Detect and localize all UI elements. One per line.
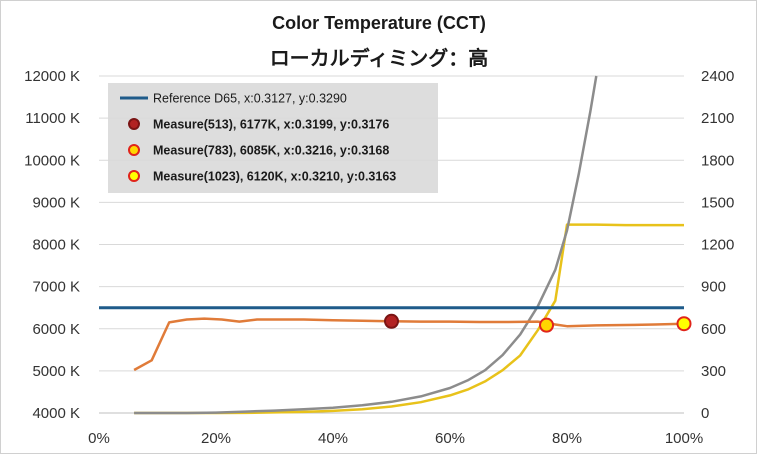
legend-label: Reference D65, x:0.3127, y:0.3290	[153, 92, 347, 106]
y-left-tick-label: 11000 K	[25, 110, 80, 127]
y-left-tick-label: 7000 K	[32, 279, 80, 296]
y-right-tick-label: 900	[701, 279, 726, 296]
y-right-tick-label: 300	[701, 363, 726, 380]
y-right-tick-label: 0	[701, 405, 709, 422]
measure-marker	[384, 313, 399, 329]
legend-box	[108, 83, 438, 193]
series-line-1	[133, 317, 685, 372]
x-tick-label: 80%	[552, 430, 582, 447]
y-left-tick-label: 4000 K	[32, 405, 80, 422]
y-left-tick-label: 6000 K	[32, 321, 80, 338]
y-left-tick-label: 12000 K	[24, 68, 80, 85]
x-tick-label: 20%	[201, 430, 231, 447]
x-tick-label: 60%	[435, 430, 465, 447]
y-right-tick-label: 2400	[701, 68, 734, 85]
legend-dot-swatch	[128, 170, 140, 182]
x-tick-label: 0%	[88, 430, 110, 447]
y-left-tick-label: 9000 K	[32, 194, 80, 211]
legend-label: Measure(1023), 6120K, x:0.3210, y:0.3163	[153, 170, 396, 184]
y-left-tick-label: 8000 K	[32, 237, 80, 254]
x-tick-label: 40%	[318, 430, 348, 447]
y-right-tick-label: 1200	[701, 237, 734, 254]
measure-marker	[539, 317, 555, 333]
legend-label: Measure(783), 6085K, x:0.3216, y:0.3168	[153, 144, 389, 158]
y-left-tick-label: 10000 K	[24, 152, 80, 169]
chart-title: Color Temperature (CCT)	[272, 13, 486, 33]
y-right-tick-label: 1800	[701, 152, 734, 169]
measure-marker	[676, 316, 692, 332]
legend-dot-swatch	[128, 118, 140, 130]
y-right-tick-label: 600	[701, 321, 726, 338]
y-right-tick-label: 1500	[701, 194, 734, 211]
markers-layer	[384, 313, 692, 333]
series-line-3	[134, 75, 598, 415]
legend: Reference D65, x:0.3127, y:0.3290 Measure…	[108, 83, 438, 193]
chart-subtitle: ローカルディミング：高	[270, 46, 489, 70]
series-layer	[99, 75, 685, 415]
y-left-tick-label: 5000 K	[32, 363, 80, 380]
axes: 4000 K 0 5000 K 300 6000 K 600 7000 K 900 8000 K…	[24, 68, 734, 447]
y-right-tick-label: 2100	[701, 110, 734, 127]
legend-label: Measure(513), 6177K, x:0.3199, y:0.3176	[153, 118, 389, 132]
x-tick-label: 100%	[665, 430, 703, 447]
legend-dot-swatch	[128, 144, 140, 156]
